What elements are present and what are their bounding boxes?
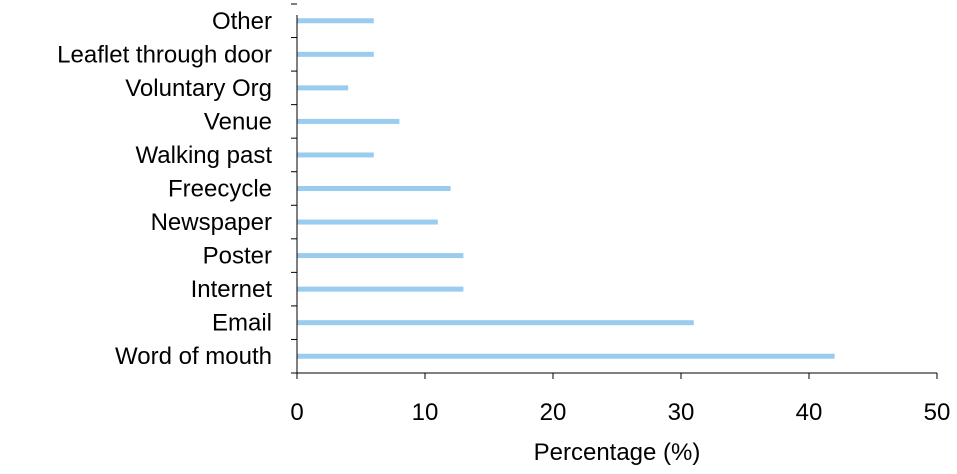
x-tick-label: 50 <box>924 399 951 426</box>
bar <box>297 51 374 57</box>
bar <box>297 320 694 326</box>
bar <box>297 286 464 292</box>
y-tick-label: Email <box>212 310 272 337</box>
y-tick-label: Other <box>212 8 272 35</box>
y-tick-label: Leaflet through door <box>57 41 272 68</box>
bar <box>297 85 349 91</box>
y-tick-label: Newspaper <box>151 209 272 236</box>
bar <box>297 353 835 359</box>
x-ticks-layer: 0 10 20 30 40 50 <box>290 373 950 426</box>
x-tick-label: 30 <box>668 399 695 426</box>
y-tick-label: Walking past <box>136 142 273 169</box>
x-tick-label: 20 <box>540 399 567 426</box>
bar <box>297 253 464 259</box>
bar <box>297 219 438 225</box>
x-tick-label: 0 <box>290 399 303 426</box>
bar <box>297 18 374 24</box>
bar <box>297 186 451 191</box>
x-tick-label: 40 <box>796 399 823 426</box>
x-axis-title: Percentage (%) <box>534 439 701 466</box>
axes-layer <box>291 3 937 374</box>
y-tick-label: Voluntary Org <box>125 75 272 102</box>
y-labels-layer: Word of mouth Email Internet Poster Newspape… <box>57 8 272 370</box>
y-tick-label: Internet <box>191 276 273 303</box>
bar <box>297 152 374 158</box>
bar <box>297 118 400 124</box>
y-tick-label: Word of mouth <box>115 343 272 370</box>
x-tick-label: 10 <box>412 399 439 426</box>
bars-layer <box>297 18 835 359</box>
y-tick-label: Venue <box>204 108 272 135</box>
y-tick-label: Poster <box>203 243 272 270</box>
y-tick-label: Freecycle <box>168 176 272 203</box>
